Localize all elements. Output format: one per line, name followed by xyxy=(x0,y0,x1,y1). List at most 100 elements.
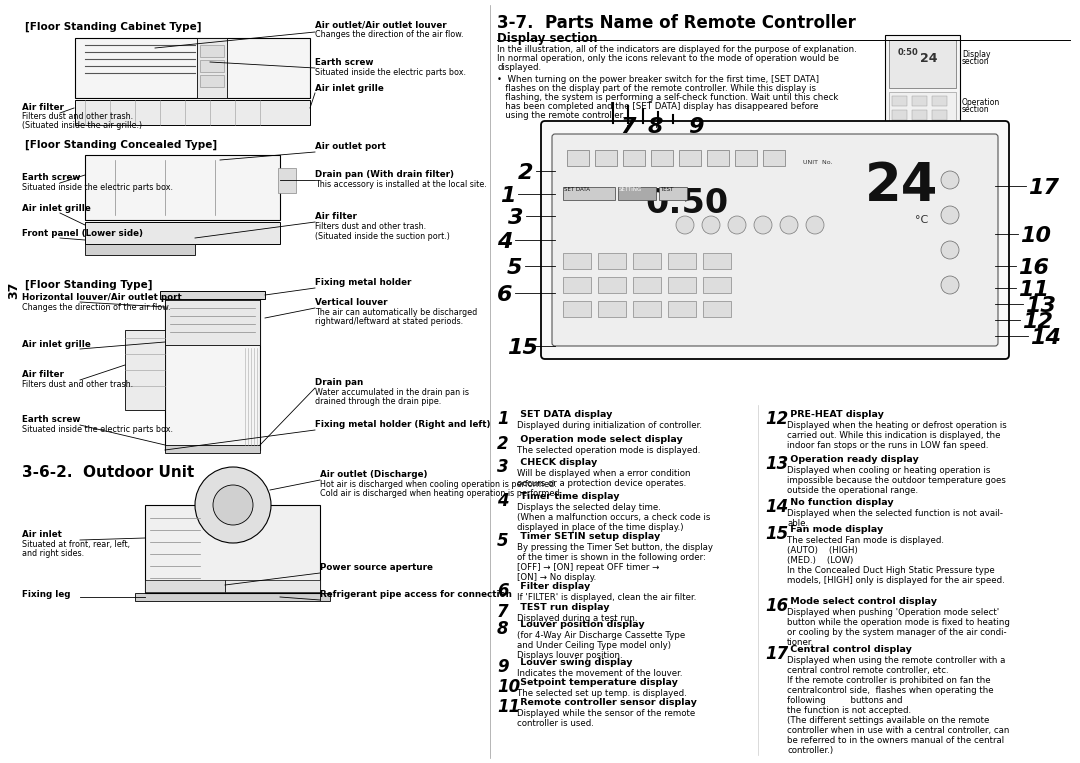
Bar xyxy=(563,277,591,293)
Circle shape xyxy=(702,216,720,234)
Bar xyxy=(598,277,626,293)
Bar xyxy=(892,96,907,106)
Text: of the timer is shown in the following order:: of the timer is shown in the following o… xyxy=(517,553,706,562)
Text: °C: °C xyxy=(915,215,928,225)
Bar xyxy=(679,150,701,166)
Text: Remote controller sensor display: Remote controller sensor display xyxy=(517,698,697,707)
Text: SETTING: SETTING xyxy=(619,187,643,192)
Text: 12: 12 xyxy=(1022,312,1053,332)
Bar xyxy=(278,168,296,193)
Text: No function display: No function display xyxy=(787,498,893,507)
Text: 14: 14 xyxy=(765,498,788,516)
Bar xyxy=(200,75,224,87)
Bar xyxy=(932,96,947,106)
Text: Displayed when the selected function is not avail-: Displayed when the selected function is … xyxy=(787,509,1003,518)
Circle shape xyxy=(213,485,253,525)
Text: section: section xyxy=(962,105,989,114)
Bar xyxy=(125,330,165,410)
Bar xyxy=(563,301,591,317)
Text: Power source aperture: Power source aperture xyxy=(320,563,433,572)
Text: Fan mode display: Fan mode display xyxy=(787,525,883,534)
Text: 24: 24 xyxy=(920,52,937,65)
Text: (AUTO)    (HIGH): (AUTO) (HIGH) xyxy=(787,546,858,555)
Text: 6: 6 xyxy=(497,582,509,600)
Circle shape xyxy=(941,241,959,259)
Text: Filters dust and other trash.: Filters dust and other trash. xyxy=(22,112,133,121)
Text: •  When turning on the power breaker switch for the first time, [SET DATA]: • When turning on the power breaker swit… xyxy=(497,75,819,84)
Text: SET DATA: SET DATA xyxy=(564,187,590,192)
Text: Operation: Operation xyxy=(962,98,1000,107)
Bar xyxy=(633,253,661,269)
Circle shape xyxy=(195,467,271,543)
Text: 2: 2 xyxy=(518,163,534,183)
Bar xyxy=(889,40,956,88)
Text: 0:50: 0:50 xyxy=(897,48,919,57)
Text: SET DATA display: SET DATA display xyxy=(517,410,612,419)
Text: and right sides.: and right sides. xyxy=(22,549,84,558)
Text: The selected Fan mode is displayed.: The selected Fan mode is displayed. xyxy=(787,536,944,545)
Text: controller is used.: controller is used. xyxy=(517,719,594,728)
Text: Displayed when using the remote controller with a: Displayed when using the remote controll… xyxy=(787,656,1005,665)
Bar xyxy=(735,150,757,166)
Text: Displays louver position.: Displays louver position. xyxy=(517,651,623,660)
Bar xyxy=(165,300,260,345)
Text: (Situated inside the air grille.): (Situated inside the air grille.) xyxy=(22,121,143,130)
Text: rightward/leftward at stated periods.: rightward/leftward at stated periods. xyxy=(315,317,463,326)
Text: indoor fan stops or the runs in LOW fan speed.: indoor fan stops or the runs in LOW fan … xyxy=(787,441,988,450)
Bar xyxy=(598,301,626,317)
Text: Air filter: Air filter xyxy=(315,212,356,221)
Text: Air inlet grille: Air inlet grille xyxy=(22,204,91,213)
Text: 24: 24 xyxy=(865,160,939,212)
Text: Louver position display: Louver position display xyxy=(517,620,645,629)
Text: Situated inside the electric parts box.: Situated inside the electric parts box. xyxy=(315,68,465,77)
Text: In the illustration, all of the indicators are displayed for the purpose of expl: In the illustration, all of the indicato… xyxy=(497,45,856,54)
Text: Operation ready display: Operation ready display xyxy=(787,455,919,464)
Text: 17: 17 xyxy=(1028,178,1059,198)
Text: 3-6-2.  Outdoor Unit: 3-6-2. Outdoor Unit xyxy=(22,465,194,480)
Text: [Floor Standing Cabinet Type]: [Floor Standing Cabinet Type] xyxy=(25,22,202,32)
Bar xyxy=(85,155,280,220)
Circle shape xyxy=(728,216,746,234)
Text: 1: 1 xyxy=(500,186,515,206)
Bar xyxy=(633,301,661,317)
Bar xyxy=(145,580,225,592)
Text: impossible because the outdoor temperature goes: impossible because the outdoor temperatu… xyxy=(787,476,1005,485)
Bar xyxy=(703,301,731,317)
Bar xyxy=(85,222,280,244)
Bar xyxy=(75,38,310,98)
Text: (Situated inside the suction port.): (Situated inside the suction port.) xyxy=(315,232,450,241)
Text: Air filter: Air filter xyxy=(22,370,64,379)
Text: (for 4-Way Air Discharge Cassette Type: (for 4-Way Air Discharge Cassette Type xyxy=(517,631,685,640)
Bar xyxy=(912,110,927,120)
Text: Earth screw: Earth screw xyxy=(22,415,81,424)
Text: 4: 4 xyxy=(497,492,509,510)
Text: controller.): controller.) xyxy=(787,746,833,755)
Text: models, [HIGH] only is displayed for the air speed.: models, [HIGH] only is displayed for the… xyxy=(787,576,1004,585)
Text: tioner.: tioner. xyxy=(787,638,814,647)
Text: Changes the direction of the air flow.: Changes the direction of the air flow. xyxy=(22,303,171,312)
Text: Vertical louver: Vertical louver xyxy=(315,298,388,307)
Text: Operation mode select display: Operation mode select display xyxy=(517,435,683,444)
Text: 9: 9 xyxy=(497,658,509,676)
Text: 13: 13 xyxy=(765,455,788,473)
Bar xyxy=(165,295,260,450)
Text: Refrigerant pipe access for connection: Refrigerant pipe access for connection xyxy=(320,590,512,599)
Bar xyxy=(563,253,591,269)
Text: 15: 15 xyxy=(765,525,788,543)
Text: using the remote controller.: using the remote controller. xyxy=(497,111,625,120)
Circle shape xyxy=(754,216,772,234)
Bar xyxy=(762,150,785,166)
Text: 7: 7 xyxy=(497,603,509,621)
Text: the function is not accepted.: the function is not accepted. xyxy=(787,706,912,715)
Text: [ON] → No display.: [ON] → No display. xyxy=(517,573,596,582)
Text: Air inlet: Air inlet xyxy=(22,530,62,539)
Bar xyxy=(889,92,956,130)
Text: flashes on the display part of the remote controller. While this display is: flashes on the display part of the remot… xyxy=(497,84,816,93)
Text: 1: 1 xyxy=(497,410,509,428)
Text: TEST: TEST xyxy=(660,187,673,192)
Circle shape xyxy=(941,276,959,294)
Text: 16: 16 xyxy=(1018,258,1049,278)
Bar xyxy=(651,150,673,166)
Text: Air filter: Air filter xyxy=(22,103,64,112)
Text: (MED.)    (LOW): (MED.) (LOW) xyxy=(787,556,853,565)
